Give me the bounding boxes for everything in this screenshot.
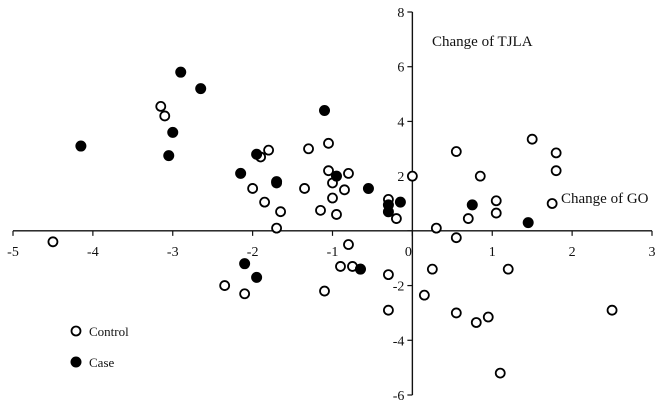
control-point (335, 261, 346, 272)
case-point (330, 170, 342, 182)
x-ticks: -5 -4 -3 -2 -1 0 1 2 3 (7, 230, 656, 260)
control-point (418, 289, 430, 301)
data-points (47, 66, 618, 379)
control-point (430, 222, 442, 234)
control-point (390, 213, 402, 224)
case-point (75, 140, 87, 152)
legend-item-control: Control (70, 324, 129, 339)
control-point (327, 192, 338, 204)
control-point (426, 263, 438, 275)
legend-marker-case (70, 356, 82, 368)
control-point (319, 285, 330, 297)
case-point (175, 66, 187, 78)
y-tick-label: -6 (393, 389, 405, 404)
x-tick-label: -5 (7, 245, 19, 260)
control-point (315, 204, 326, 216)
control-point (263, 144, 275, 156)
x-tick-label: -1 (327, 245, 339, 260)
control-point (383, 269, 394, 281)
y-tick-label: 4 (397, 115, 404, 130)
control-point (339, 184, 350, 196)
control-point (323, 165, 334, 177)
x-tick-label: -2 (247, 245, 259, 260)
y-tick-label: -2 (393, 280, 405, 295)
control-point (494, 367, 506, 379)
control-point (406, 170, 418, 182)
control-point (502, 263, 514, 275)
y-tick-label: -4 (393, 334, 405, 349)
control-point (343, 239, 354, 250)
control-point (482, 311, 494, 323)
case-point (522, 217, 534, 229)
x-tick-label: 2 (569, 245, 576, 260)
case-point (251, 148, 263, 160)
case-point (195, 83, 207, 95)
case-point (382, 206, 394, 218)
control-point (450, 146, 462, 157)
case-point (354, 263, 366, 275)
case-point (235, 167, 247, 179)
control-point (474, 170, 486, 182)
control-point (47, 236, 59, 248)
control-point (159, 110, 171, 122)
control-point (526, 133, 538, 145)
legend-label-control: Control (89, 324, 129, 339)
case-point (167, 126, 179, 138)
case-point (394, 196, 406, 208)
case-point (163, 150, 175, 162)
control-point (259, 196, 271, 208)
case-point (362, 182, 374, 194)
control-point (303, 143, 314, 155)
control-point (343, 168, 354, 179)
control-point (275, 206, 286, 218)
control-point (331, 209, 342, 220)
case-point (319, 104, 331, 116)
control-point (450, 307, 462, 319)
control-point (450, 232, 462, 244)
control-point (470, 317, 482, 328)
x-tick-label: 3 (649, 245, 656, 260)
x-tick-label: 1 (489, 245, 496, 260)
legend-label-case: Case (89, 355, 115, 370)
legend-marker-control (70, 325, 82, 337)
x-tick-label: -3 (167, 245, 179, 260)
control-point (299, 183, 310, 194)
y-tick-label: 6 (397, 61, 404, 76)
legend: Control Case (70, 324, 129, 370)
control-point (323, 137, 334, 149)
control-point (462, 213, 474, 224)
control-point (383, 304, 394, 316)
control-point (550, 165, 562, 177)
case-point (251, 271, 263, 283)
y-ticks: -6 -4 -2 2 4 6 8 (393, 6, 413, 404)
x-tick-label: 0 (405, 245, 412, 260)
case-point (239, 258, 251, 270)
control-point (219, 280, 231, 291)
y-axis-title: Change of TJLA (432, 34, 533, 50)
control-point (550, 147, 562, 159)
y-tick-label: 8 (397, 6, 404, 21)
control-point (490, 195, 502, 207)
x-axis-title: Change of GO (561, 191, 649, 207)
control-point (606, 304, 618, 316)
control-point (490, 207, 502, 219)
y-tick-label: 2 (397, 170, 404, 185)
control-point (239, 288, 251, 300)
control-point (271, 222, 282, 234)
case-point (271, 176, 283, 188)
control-point (247, 183, 259, 194)
case-point (466, 199, 478, 211)
control-point (546, 198, 558, 209)
x-tick-label: -4 (87, 245, 99, 260)
control-point (155, 100, 167, 112)
legend-item-case: Case (70, 355, 115, 370)
